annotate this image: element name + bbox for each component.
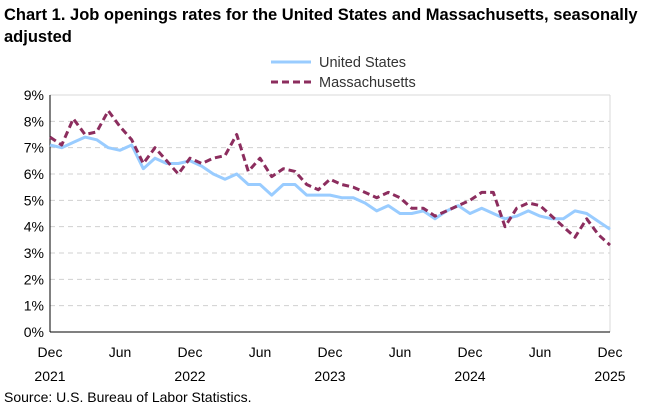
x-tick-label: Jun: [249, 344, 272, 360]
legend-label: Massachusetts: [319, 75, 416, 91]
y-tick-label: 7%: [24, 140, 44, 156]
x-tick-year: 2022: [174, 368, 205, 384]
y-tick-label: 8%: [24, 113, 44, 129]
legend-label: United States: [319, 55, 406, 71]
series-line-united-states: [49, 135, 611, 231]
y-tick-label: 4%: [24, 219, 44, 235]
series-line-massachusetts: [49, 109, 612, 247]
x-tick-year: 2023: [314, 368, 345, 384]
x-tick-label: Dec: [458, 344, 483, 360]
x-tick-label: Jun: [529, 344, 552, 360]
y-tick-label: 3%: [24, 245, 44, 261]
y-tick-label: 6%: [24, 166, 44, 182]
x-tick-label: Dec: [318, 344, 343, 360]
source-note: Source: U.S. Bureau of Labor Statistics.: [4, 389, 252, 405]
y-tick-label: 1%: [24, 298, 44, 314]
x-tick-label: Jun: [109, 344, 132, 360]
x-tick-label: Dec: [178, 344, 203, 360]
y-tick-label: 0%: [24, 324, 44, 340]
x-tick-label: Dec: [38, 344, 63, 360]
x-tick-label: Dec: [598, 344, 623, 360]
chart-title: Chart 1. Job openings rates for the Unit…: [4, 6, 638, 46]
y-tick-label: 2%: [24, 271, 44, 287]
x-tick-year: 2021: [34, 368, 65, 384]
x-tick-year: 2024: [454, 368, 485, 384]
x-tick-label: Jun: [389, 344, 412, 360]
y-tick-label: 5%: [24, 192, 44, 208]
y-tick-label: 9%: [24, 87, 44, 103]
x-tick-year: 2025: [594, 368, 625, 384]
